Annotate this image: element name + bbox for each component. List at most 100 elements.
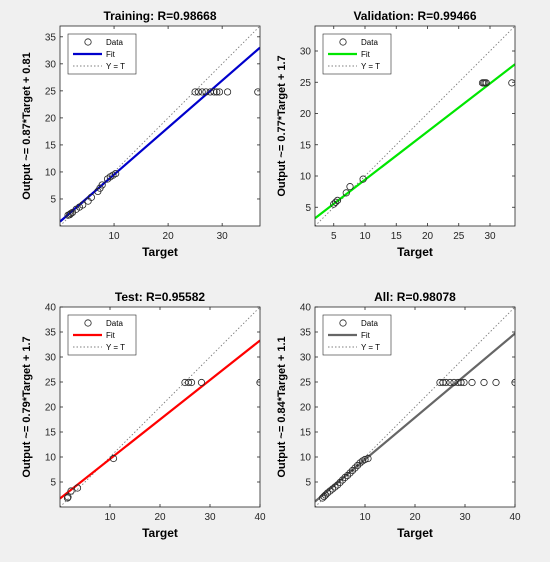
plot-area (315, 307, 515, 507)
y-tick-label: 20 (45, 403, 57, 414)
x-axis-label: Target (142, 245, 178, 259)
x-tick-label: 20 (163, 231, 175, 242)
x-tick-label: 30 (217, 231, 229, 242)
legend-data-marker (339, 38, 347, 46)
data-point (331, 483, 339, 491)
data-point (109, 454, 118, 463)
y-axis-label: Output ~= 0.87*Target + 0.81 (21, 52, 33, 199)
y-axis-label: Output ~= 0.79*Target + 1.7 (21, 336, 33, 477)
y-tick-label: 5 (305, 203, 311, 214)
legend-data-marker (84, 319, 92, 327)
data-point (210, 88, 218, 96)
data-point (351, 464, 359, 472)
data-point (187, 378, 196, 387)
y-tick-label: 10 (45, 453, 57, 464)
x-axis-label: Target (142, 526, 178, 540)
y-tick-label: 15 (300, 428, 312, 439)
legend-data-label: Data (106, 38, 123, 47)
chart-title: Validation: R=0.99466 (353, 9, 476, 23)
chart-title: Test: R=0.95582 (115, 290, 205, 304)
y-tick-label: 25 (300, 378, 312, 389)
data-point (323, 489, 332, 497)
data-point (346, 183, 354, 191)
data-point (79, 201, 87, 209)
x-tick-label: 10 (104, 512, 116, 523)
x-tick-label: 20 (154, 512, 166, 523)
legend-data-marker (339, 319, 347, 327)
data-point (460, 378, 468, 387)
x-tick-label: 30 (484, 231, 496, 242)
data-point (336, 478, 344, 487)
data-point (482, 79, 490, 87)
data-point (492, 378, 500, 387)
data-point (191, 88, 199, 96)
data-point (348, 466, 357, 475)
data-point (359, 175, 367, 183)
legend-data-label: Data (361, 38, 378, 47)
chart-title: All: R=0.98078 (374, 290, 456, 304)
y-axis-label: Output ~= 0.84*Target + 1.1 (276, 336, 288, 477)
y-tick-label: 25 (300, 78, 312, 89)
data-point (254, 88, 260, 96)
x-axis-label: Target (397, 526, 433, 540)
data-point (333, 481, 342, 489)
y-tick-label: 35 (45, 328, 57, 339)
data-point (73, 484, 82, 492)
data-point (330, 200, 338, 208)
x-tick-label: 5 (331, 231, 337, 242)
data-point (338, 476, 347, 484)
data-point (450, 378, 458, 387)
data-point (468, 378, 476, 387)
x-tick-label: 40 (509, 512, 521, 523)
ideal-line (60, 26, 260, 226)
data-point (326, 487, 334, 495)
fit-line (315, 332, 515, 503)
legend-ideal-label: Y = T (361, 343, 380, 352)
data-point (64, 493, 72, 501)
legend-ideal-label: Y = T (361, 62, 380, 71)
chart-title: Training: R=0.98668 (103, 9, 216, 23)
plot-area (60, 26, 260, 226)
x-tick-label: 30 (459, 512, 471, 523)
legend: Data Fit Y = T (322, 314, 392, 356)
data-point (341, 473, 349, 482)
ideal-line (315, 307, 515, 507)
data-point (480, 378, 488, 387)
y-axis-label: Output ~= 0.77*Target + 1.7 (276, 55, 288, 196)
data-point (439, 378, 447, 387)
legend-ideal-label: Y = T (106, 343, 125, 352)
fit-line (60, 339, 260, 500)
data-point (223, 88, 232, 96)
y-tick-label: 25 (45, 378, 57, 389)
data-point (333, 196, 342, 204)
y-tick-label: 15 (45, 140, 57, 151)
data-point (197, 378, 206, 387)
fit-line (60, 46, 260, 223)
regression-panel-1: 10 20 30 5 10 15 20 25 30 35 Training: R=0.98668 Ta… (21, 9, 261, 259)
y-tick-label: 40 (300, 303, 312, 314)
y-tick-label: 10 (300, 453, 312, 464)
data-point (67, 209, 75, 218)
data-point (213, 88, 221, 96)
legend: Data Fit Y = T (67, 314, 137, 356)
legend-fit-label: Fit (106, 50, 116, 59)
y-tick-label: 30 (45, 59, 57, 70)
y-tick-label: 20 (300, 403, 312, 414)
y-tick-label: 20 (45, 113, 57, 124)
y-tick-label: 5 (50, 478, 56, 489)
y-tick-label: 15 (45, 428, 57, 439)
data-point (87, 193, 95, 201)
data-point (184, 378, 193, 387)
regression-panel-3: 10 20 30 40 5 10 15 20 25 30 35 40 Test: R=0.95582 Ta… (21, 290, 266, 540)
legend-fit-label: Fit (361, 50, 371, 59)
data-point (361, 455, 369, 464)
x-tick-label: 20 (409, 512, 421, 523)
data-point (321, 491, 330, 499)
legend-data-label: Data (361, 319, 378, 328)
data-point (353, 461, 362, 470)
legend-data-marker (84, 38, 92, 46)
y-tick-label: 20 (300, 109, 312, 120)
x-tick-label: 10 (108, 231, 120, 242)
